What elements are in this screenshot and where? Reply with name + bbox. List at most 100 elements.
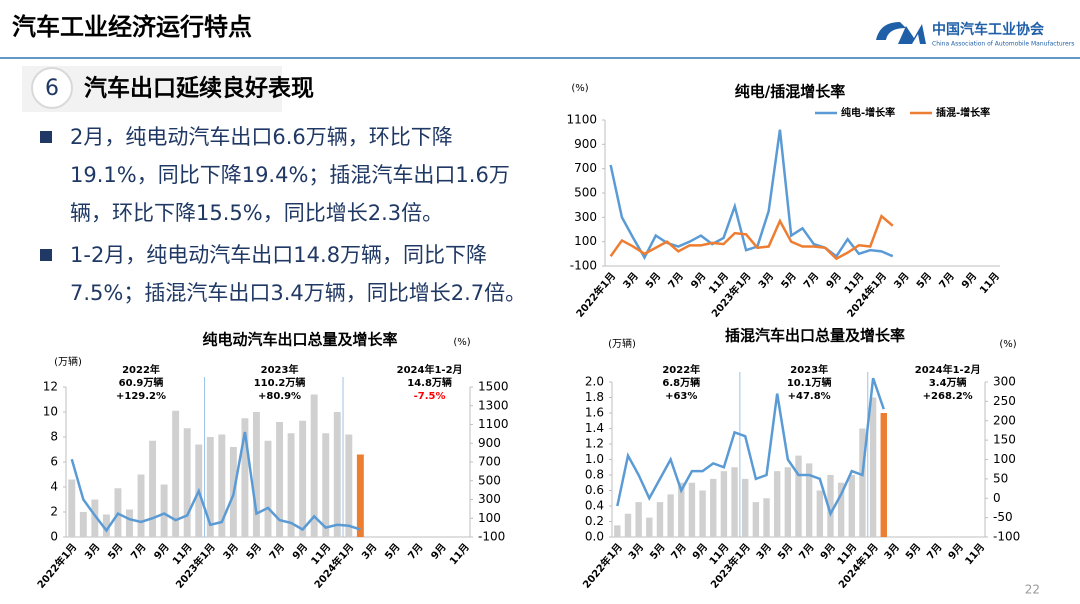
chart-title: 纯电/插混增长率 — [735, 83, 845, 101]
y-tick-label: 0 — [50, 530, 58, 544]
y-tick-label: 300 — [574, 210, 597, 224]
bullet: 2月，纯电动汽车出口6.6万辆，环比下降19.1%，同比下降19.4%；插混汽车… — [40, 118, 540, 232]
y-tick-label: 900 — [574, 137, 597, 151]
y-tick-label: 100 — [574, 234, 597, 248]
x-tick-label: 3月 — [621, 270, 641, 291]
annotation-change: -7.5% — [414, 391, 446, 402]
annotation-change: +63% — [665, 391, 697, 402]
bar — [656, 502, 664, 537]
y2-tick-label: -100 — [478, 530, 505, 544]
x-tick-label: 9月 — [690, 541, 710, 562]
x-tick-label: 3月 — [359, 541, 379, 562]
bar — [91, 499, 99, 537]
x-tick-label: 9月 — [290, 541, 310, 562]
legend-label: 纯电-增长率 — [841, 106, 895, 119]
bar — [276, 422, 284, 537]
y-axis-label: (%) — [571, 83, 588, 94]
bar — [837, 482, 845, 537]
bar — [880, 413, 887, 537]
y2-tick-label: 150 — [993, 433, 1016, 447]
x-tick-label: 11月 — [963, 541, 988, 567]
annotation: 2024年1-2月 — [397, 363, 463, 376]
x-tick-label: 3月 — [892, 270, 912, 291]
slide-title: 汽车工业经济运行特点 — [12, 13, 252, 41]
page-number: 22 — [1025, 583, 1040, 597]
bar — [614, 525, 621, 537]
y-tick-label: -100 — [570, 259, 597, 273]
annotation: 6.8万辆 — [662, 376, 700, 389]
annotation: 3.4万辆 — [929, 376, 967, 389]
line — [70, 431, 361, 533]
bar — [816, 490, 824, 537]
bar — [784, 467, 792, 537]
y-tick-label: 2.0 — [585, 375, 604, 389]
annotation: 2022年 — [662, 363, 700, 376]
bar — [137, 474, 145, 537]
y-tick-label: 0.0 — [585, 530, 604, 544]
bar — [356, 454, 364, 537]
x-tick-label: 7月 — [669, 541, 689, 562]
x-tick-label: 3月 — [82, 541, 102, 562]
y-tick-label: 4 — [50, 480, 58, 494]
annotation: 60.9万辆 — [119, 376, 164, 389]
x-tick-label: 3月 — [882, 541, 902, 562]
bar — [667, 494, 674, 537]
bar — [183, 428, 191, 537]
bar — [859, 428, 866, 537]
y2-tick-label: -50 — [993, 510, 1013, 524]
bar — [646, 517, 653, 537]
logo-en: China Association of Automobile Manufact… — [932, 41, 1074, 48]
annotation: 2023年 — [790, 363, 828, 376]
x-tick-label: 11月 — [447, 541, 472, 567]
annotation: 2022年 — [122, 363, 160, 376]
section-title: 汽车出口延续良好表现 — [84, 75, 314, 102]
logo-cn: 中国汽车工业协会 — [932, 21, 1045, 38]
x-tick-label: 2022年1月 — [34, 541, 79, 591]
x-tick-label: 7月 — [267, 541, 287, 562]
bar — [763, 498, 770, 537]
logo-mark — [876, 22, 926, 44]
y-tick-label: 1.2 — [585, 437, 604, 451]
y-tick-label: 1100 — [566, 113, 597, 127]
y2-tick-label: 700 — [478, 455, 501, 469]
x-tick-label: 9月 — [152, 541, 172, 562]
x-tick-label: 9月 — [946, 541, 966, 562]
y-axis-label: (万辆) — [608, 337, 636, 350]
bar — [160, 484, 168, 537]
annotation-change: +268.2% — [923, 391, 973, 402]
y2-tick-label: 0 — [993, 491, 1001, 505]
bar — [79, 512, 87, 537]
x-tick-label: 9月 — [429, 541, 449, 562]
y-tick-label: 12 — [43, 380, 58, 394]
annotation-change: +129.2% — [116, 391, 166, 402]
bar — [773, 471, 781, 537]
y2-tick-label: -100 — [993, 530, 1020, 544]
bar — [68, 479, 76, 537]
x-tick-label: 5月 — [779, 270, 799, 291]
line — [609, 129, 894, 261]
y-tick-label: 0.6 — [585, 483, 604, 497]
x-tick-label: 7月 — [925, 541, 945, 562]
y2-tick-label: 1100 — [478, 417, 509, 431]
bar — [287, 433, 295, 537]
bar — [333, 412, 341, 537]
x-tick-label: 5月 — [382, 541, 402, 562]
bar — [805, 463, 813, 537]
annotation: 2024年1-2月 — [915, 363, 981, 376]
chart-title: 纯电动汽车出口总量及增长率 — [202, 331, 397, 349]
x-tick-label: 2022年1月 — [580, 541, 625, 591]
annotation-change: +47.8% — [788, 391, 831, 402]
y2-tick-label: 100 — [993, 452, 1016, 466]
x-tick-label: 3月 — [756, 270, 776, 291]
bar — [206, 437, 214, 537]
bar — [742, 478, 749, 537]
bar — [827, 475, 834, 537]
y2-tick-label: 100 — [478, 511, 501, 525]
y2-tick-label: 1500 — [478, 380, 509, 394]
x-tick-label: 9月 — [688, 270, 708, 291]
x-tick-label: 3月 — [221, 541, 241, 562]
bar — [241, 418, 249, 537]
bullet: 1-2月，纯电动汽车出口14.8万辆，同比下降7.5%；插混汽车出口3.4万辆，… — [40, 236, 540, 312]
x-tick-label: 7月 — [797, 541, 817, 562]
bar — [688, 482, 696, 537]
